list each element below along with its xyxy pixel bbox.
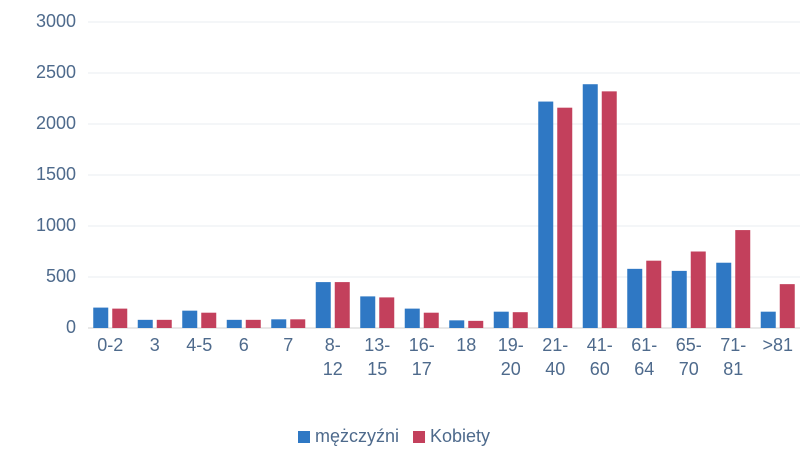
x-tick-label: 4-5 <box>186 335 212 355</box>
bar <box>735 230 751 328</box>
bar <box>671 270 687 328</box>
bar <box>271 319 287 328</box>
bar <box>404 308 420 328</box>
bar <box>690 251 706 328</box>
bar <box>182 310 198 328</box>
x-tick-label: 0-2 <box>97 335 123 355</box>
x-tick-label: 41-60 <box>587 335 613 379</box>
x-tick-label: 21-40 <box>542 335 568 379</box>
bar <box>601 91 617 328</box>
bar <box>582 84 598 328</box>
x-tick-label: 19-20 <box>498 335 524 379</box>
legend-label: Kobiety <box>430 426 490 446</box>
bar <box>627 268 643 328</box>
bar <box>646 260 662 328</box>
y-tick-label: 3000 <box>36 11 76 31</box>
bar <box>290 319 306 328</box>
x-tick-label: 16-17 <box>409 335 435 379</box>
y-tick-label: 1000 <box>36 215 76 235</box>
bar <box>760 311 776 328</box>
bar <box>557 107 573 329</box>
x-tick-label: 13-15 <box>364 335 390 379</box>
bar <box>156 319 172 328</box>
bar <box>334 282 350 328</box>
x-tick-label: 71-81 <box>720 335 746 379</box>
bar <box>538 101 554 328</box>
y-tick-label: 500 <box>46 266 76 286</box>
bar <box>360 296 376 328</box>
bar <box>201 312 217 328</box>
bar <box>379 297 395 328</box>
bar <box>512 312 528 328</box>
legend-label: mężczyźni <box>315 426 399 446</box>
bar <box>716 262 732 328</box>
bar <box>449 320 465 328</box>
bar <box>493 311 509 328</box>
bar <box>245 319 261 328</box>
bar <box>226 319 242 328</box>
y-tick-label: 2500 <box>36 62 76 82</box>
bar <box>315 282 331 328</box>
y-tick-label: 0 <box>66 317 76 337</box>
x-tick-label: 18 <box>456 335 476 355</box>
bar <box>423 312 439 328</box>
x-tick-label: 8-12 <box>323 335 343 379</box>
x-tick-label: 3 <box>150 335 160 355</box>
x-tick-label: 65-70 <box>676 335 702 379</box>
legend-swatch <box>413 431 426 443</box>
legend-swatch <box>298 431 310 443</box>
y-tick-label: 2000 <box>36 113 76 133</box>
bar <box>93 307 109 328</box>
x-tick-label: 61-64 <box>631 335 657 379</box>
y-tick-label: 1500 <box>36 164 76 184</box>
bar <box>112 308 128 328</box>
bar <box>779 284 795 328</box>
bar <box>137 319 153 328</box>
bar <box>468 320 484 328</box>
x-tick-label: >81 <box>762 335 793 355</box>
x-tick-label: 7 <box>283 335 293 355</box>
x-tick-label: 6 <box>239 335 249 355</box>
